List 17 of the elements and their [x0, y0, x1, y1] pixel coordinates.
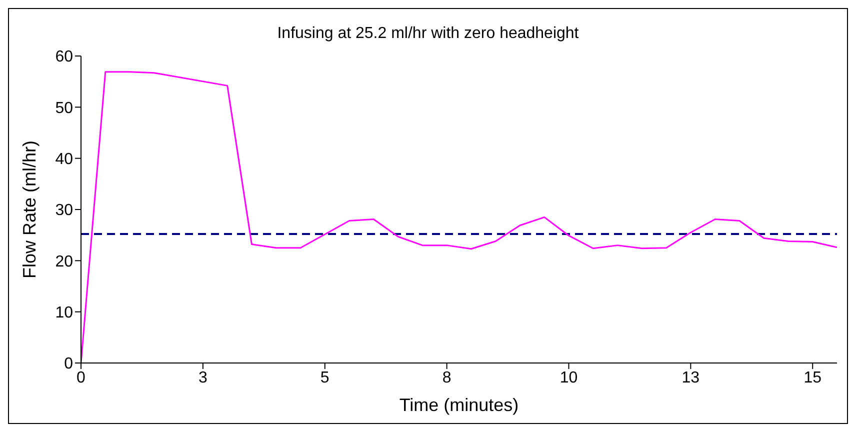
- y-tick-label: 60: [55, 48, 74, 66]
- chart-title: Infusing at 25.2 ml/hr with zero headheight: [276, 25, 580, 43]
- x-tick-label: 13: [682, 369, 700, 386]
- y-axis-title: Flow Rate (ml/hr): [19, 140, 40, 279]
- x-tick-label: 0: [76, 369, 86, 386]
- y-tick-label: 40: [55, 151, 74, 168]
- y-tick-label: 0: [64, 356, 74, 373]
- x-axis-title: Time (minutes): [399, 395, 519, 415]
- x-tick-label: 5: [320, 369, 330, 386]
- y-tick-label: 10: [55, 304, 74, 322]
- y-tick-label: 20: [55, 253, 74, 270]
- x-tick-label: 3: [198, 369, 208, 386]
- x-tick-label: 15: [804, 369, 822, 386]
- x-tick-label: 10: [560, 369, 578, 386]
- y-tick-label: 50: [55, 100, 74, 117]
- y-tick-label: 30: [55, 202, 74, 220]
- x-tick-label: 8: [442, 369, 452, 386]
